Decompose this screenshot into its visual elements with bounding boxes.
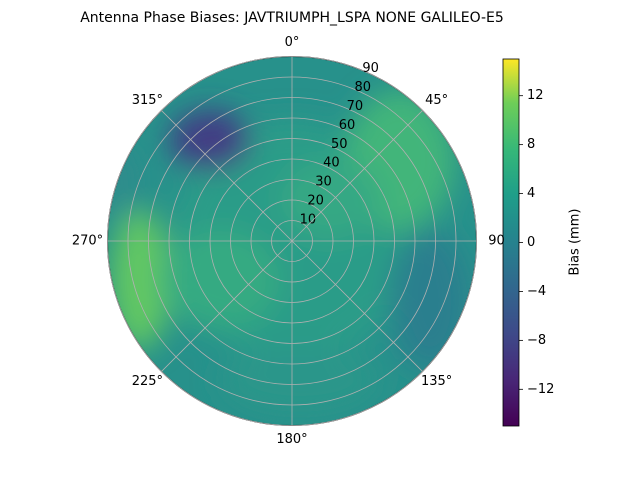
angular-grid-line <box>291 110 423 242</box>
chart-title: Antenna Phase Biases: JAVTRIUMPH_LSPA NO… <box>80 10 504 26</box>
angular-tick-label: 135° <box>421 374 452 389</box>
angular-tick-label: 180° <box>276 432 307 447</box>
angular-grid-line <box>161 110 293 242</box>
radial-tick-label: 80 <box>354 80 371 95</box>
radial-tick-label: 10 <box>300 213 317 228</box>
colorbar-tick-label: −8 <box>527 333 546 348</box>
angular-tick-label: 90 <box>488 234 505 249</box>
angular-tick-label: 315° <box>132 93 163 108</box>
angular-grid-line <box>161 240 293 372</box>
colorbar-label: Bias (mm) <box>568 209 583 276</box>
colorbar-tick-label: −4 <box>527 284 546 299</box>
angular-tick-label: 270° <box>72 234 103 249</box>
radial-tick-label: 60 <box>339 118 356 133</box>
radial-tick-label: 30 <box>315 175 332 190</box>
radial-tick-label: 20 <box>307 194 324 209</box>
colorbar-tick-label: 0 <box>527 235 535 250</box>
colorbar-tick-label: 8 <box>527 137 535 152</box>
angular-grid-line <box>291 240 423 372</box>
angular-tick-label: 225° <box>132 374 163 389</box>
angular-tick-label: 0° <box>285 35 300 50</box>
radial-tick-label: 90 <box>362 61 379 76</box>
angular-tick-label: 45° <box>425 93 448 108</box>
colorbar-tick-label: 4 <box>527 186 535 201</box>
radial-tick-label: 70 <box>347 99 364 114</box>
colorbar <box>502 58 520 427</box>
radial-tick-label: 40 <box>323 156 340 171</box>
radial-tick-label: 50 <box>331 137 348 152</box>
colorbar-tick-label: 12 <box>527 88 544 103</box>
colorbar-tick-label: −12 <box>527 382 554 397</box>
